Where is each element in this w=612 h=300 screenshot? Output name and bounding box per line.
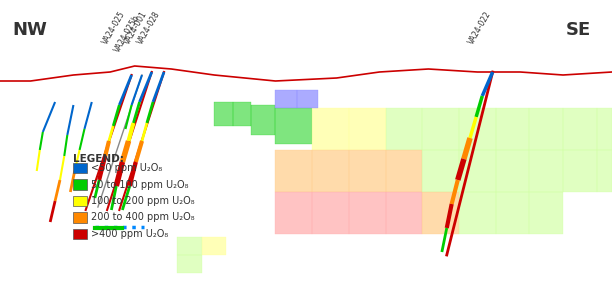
FancyBboxPatch shape [529, 192, 563, 234]
Text: <50 ppm U₂O₈: <50 ppm U₂O₈ [91, 163, 162, 173]
FancyBboxPatch shape [563, 108, 597, 150]
FancyBboxPatch shape [597, 108, 612, 150]
FancyBboxPatch shape [202, 237, 226, 255]
FancyBboxPatch shape [496, 150, 529, 192]
FancyBboxPatch shape [275, 90, 297, 108]
FancyBboxPatch shape [563, 150, 597, 192]
FancyBboxPatch shape [422, 150, 459, 192]
FancyBboxPatch shape [349, 192, 386, 234]
FancyBboxPatch shape [597, 150, 612, 192]
Text: 100 to 200 ppm U₂O₈: 100 to 200 ppm U₂O₈ [91, 196, 194, 206]
Bar [73, 179, 87, 190]
FancyBboxPatch shape [529, 150, 563, 192]
FancyBboxPatch shape [459, 192, 496, 234]
Text: LEGEND:: LEGEND: [73, 154, 124, 164]
Bar [73, 212, 87, 223]
FancyBboxPatch shape [214, 102, 233, 126]
FancyBboxPatch shape [422, 108, 459, 150]
FancyBboxPatch shape [312, 150, 349, 192]
FancyBboxPatch shape [233, 102, 251, 126]
FancyBboxPatch shape [297, 90, 318, 108]
FancyBboxPatch shape [177, 255, 202, 273]
FancyBboxPatch shape [177, 237, 202, 255]
Text: VA24-028: VA24-028 [136, 10, 162, 46]
FancyBboxPatch shape [496, 108, 529, 150]
Bar [73, 229, 87, 239]
FancyBboxPatch shape [275, 108, 312, 144]
Text: SE: SE [565, 21, 591, 39]
Text: VA24-025b: VA24-025b [113, 14, 141, 54]
Bar [73, 163, 87, 173]
FancyBboxPatch shape [386, 150, 422, 192]
FancyBboxPatch shape [312, 192, 349, 234]
FancyBboxPatch shape [459, 108, 496, 150]
FancyBboxPatch shape [496, 192, 529, 234]
FancyBboxPatch shape [459, 150, 496, 192]
Text: VA24-001: VA24-001 [122, 10, 149, 46]
Text: 50 to 100 ppm U₂O₈: 50 to 100 ppm U₂O₈ [91, 179, 188, 190]
Bar [73, 196, 87, 206]
FancyBboxPatch shape [386, 192, 422, 234]
FancyBboxPatch shape [422, 192, 459, 234]
FancyBboxPatch shape [349, 150, 386, 192]
Text: VA24-025: VA24-025 [101, 10, 127, 46]
Text: VA24-022: VA24-022 [466, 10, 493, 46]
FancyBboxPatch shape [386, 108, 422, 150]
FancyBboxPatch shape [275, 192, 312, 234]
Text: 200 to 400 ppm U₂O₈: 200 to 400 ppm U₂O₈ [91, 212, 194, 223]
FancyBboxPatch shape [251, 105, 275, 135]
Text: >400 ppm U₂O₈: >400 ppm U₂O₈ [91, 229, 168, 239]
Text: NW: NW [12, 21, 47, 39]
FancyBboxPatch shape [312, 108, 349, 150]
FancyBboxPatch shape [349, 108, 386, 150]
FancyBboxPatch shape [275, 150, 312, 192]
FancyBboxPatch shape [529, 108, 563, 150]
